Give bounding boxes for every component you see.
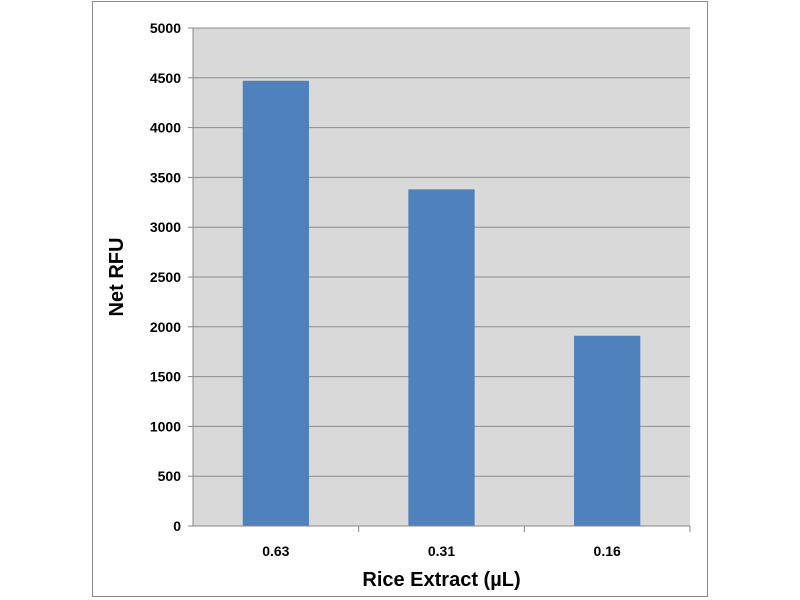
y-tick-label: 3500	[150, 169, 181, 185]
y-tick-label: 4500	[150, 70, 181, 86]
y-tick-label: 4000	[150, 120, 181, 136]
y-tick-label: 1000	[150, 418, 181, 434]
bars	[242, 80, 641, 527]
x-tick-label: 0.63	[262, 543, 289, 559]
x-tick-label: 0.31	[428, 543, 455, 559]
y-tick-label: 5000	[150, 20, 181, 36]
y-tick-label: 3000	[150, 219, 181, 235]
y-tick-labels: 0 500 1000 1500 2000 2500 3000 3500 4000 4500 5000	[150, 20, 181, 534]
y-tick-label: 0	[173, 518, 181, 534]
y-tick-label: 1500	[150, 369, 181, 385]
x-tick-labels: 0.63 0.31 0.16	[262, 543, 621, 559]
y-tick-label: 500	[158, 468, 182, 484]
bar	[574, 335, 641, 526]
x-axis-title: Rice Extract (µL)	[362, 569, 520, 591]
y-tick-label: 2000	[150, 319, 181, 335]
bar	[408, 189, 475, 527]
y-tick-label: 2500	[150, 269, 181, 285]
axes	[188, 27, 691, 532]
bar	[242, 80, 309, 527]
y-axis-title: Net RFU	[106, 238, 128, 317]
x-tick-label: 0.16	[594, 543, 621, 559]
